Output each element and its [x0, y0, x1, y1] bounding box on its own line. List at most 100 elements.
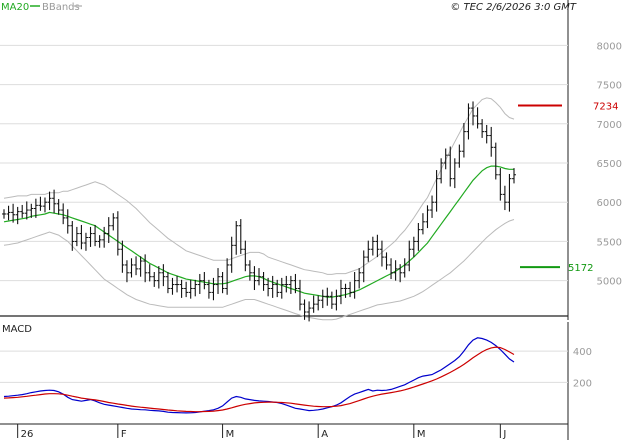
ohlc-bar [20, 204, 25, 218]
macd-panel-title: MACD [2, 324, 32, 335]
ohlc-bar [70, 221, 75, 251]
ohlc-bar [343, 283, 348, 298]
ohlc-bar [216, 268, 221, 294]
ohlc-bar [238, 219, 243, 254]
price-y-tick-5500: 5500 [597, 237, 622, 248]
annotation-label-7234: 7234 [593, 101, 618, 112]
ohlc-bar [266, 277, 271, 297]
ohlc-bar [197, 273, 202, 294]
ohlc-bar [461, 123, 466, 158]
ohlc-bar [225, 258, 230, 295]
ohlc-bar [361, 250, 366, 283]
ohlc-bar [275, 279, 280, 298]
ohlc-bar [348, 281, 353, 298]
ohlc-bar [471, 101, 476, 126]
ohlc-bar [307, 301, 312, 322]
bband-line-upper [3, 97, 515, 275]
ohlc-bar [293, 273, 298, 294]
ohlc-bar [338, 279, 343, 305]
macd-y-tick-200: 200 [573, 378, 592, 389]
ohlc-bar [124, 260, 129, 283]
ohlc-bar [352, 272, 357, 299]
legend-ma-label: MA20 [1, 2, 29, 13]
ohlc-bar [143, 254, 148, 283]
ohlc-bar [2, 209, 6, 219]
ohlc-bar [334, 289, 339, 311]
ohlc-bar [138, 256, 143, 277]
ohlc-bar [243, 240, 248, 272]
ohlc-bar [211, 277, 216, 301]
ohlc-bar [93, 224, 98, 247]
ohlc-bar [83, 232, 88, 251]
price-y-tick-labels: 5000 5500 6000 6500 7000 7500 8000 [597, 41, 622, 287]
ohlc-bar [379, 240, 384, 267]
price-y-tick-5000: 5000 [597, 277, 622, 288]
ohlc-bar [443, 148, 448, 170]
ohlc-bar [234, 221, 239, 255]
ohlc-bar [170, 277, 175, 295]
x-tick-label-M: M [417, 429, 426, 440]
ohlc-bar [229, 236, 234, 273]
ohlc-bar [375, 234, 380, 258]
ohlc-bar [452, 158, 457, 189]
ohlc-bar [288, 275, 293, 294]
ohlc-bar [279, 277, 284, 299]
ohlc-bar [42, 197, 47, 213]
ohlc-bar [106, 217, 111, 243]
ohlc-bar [193, 279, 198, 297]
ohlc-bar [448, 146, 453, 187]
price-y-tick-7500: 7500 [597, 81, 622, 92]
ohlc-bar [202, 272, 207, 290]
ohlc-bar [15, 206, 20, 225]
ohlc-bar [24, 201, 29, 220]
ohlc-bar [134, 256, 139, 276]
ohlc-bar [97, 235, 102, 248]
bbands-series [3, 97, 515, 321]
ohlc-bar [261, 272, 266, 291]
ohlc-bar [52, 189, 57, 214]
ohlc-bar [284, 275, 289, 293]
ohlc-bar [439, 158, 444, 184]
annotation-label-5172: 5172 [568, 263, 593, 274]
ohlc-bar [220, 272, 225, 294]
ohlc-bar [370, 236, 375, 256]
macd-line-signal [3, 346, 515, 413]
ohlc-bar [329, 291, 334, 309]
ohlc-bar [56, 199, 61, 215]
ohlc-bar [493, 142, 498, 180]
ohlc-bar [384, 252, 389, 270]
ohlc-bars [2, 101, 516, 322]
ohlc-bar [79, 224, 84, 250]
ohlc-bar [175, 275, 180, 293]
ohlc-bar [398, 264, 403, 283]
ohlc-bar [252, 266, 257, 291]
ohlc-bar [129, 258, 134, 278]
ohlc-bar [247, 260, 252, 281]
price-y-tick-6500: 6500 [597, 159, 622, 170]
price-grid [0, 44, 568, 282]
ohlc-bar [88, 226, 93, 247]
ohlc-bar [47, 191, 52, 211]
ohlc-bar [38, 196, 43, 211]
ohlc-bar [320, 289, 325, 309]
ohlc-bar [206, 279, 211, 299]
ohlc-bar [434, 170, 439, 212]
ohlc-bar [402, 258, 407, 278]
legend-bb-label: BBands [42, 2, 80, 13]
ohlc-bar [411, 236, 416, 258]
ohlc-bar [33, 198, 38, 218]
ohlc-bar [6, 205, 11, 221]
ohlc-bar [152, 272, 157, 287]
ohlc-bar [420, 213, 425, 235]
ohlc-bar [407, 240, 412, 272]
ohlc-bar [457, 144, 462, 168]
ohlc-bar [188, 279, 193, 299]
copyright-text: © TEC 2/6/2026 3:0 GMT [450, 2, 577, 13]
ohlc-bar [11, 203, 16, 223]
macd-line-macd [3, 337, 515, 414]
bband-line-lower [3, 219, 515, 321]
ohlc-bar [489, 126, 494, 157]
price-y-tick-8000: 8000 [597, 41, 622, 52]
x-tick-label-M: M [226, 429, 235, 440]
